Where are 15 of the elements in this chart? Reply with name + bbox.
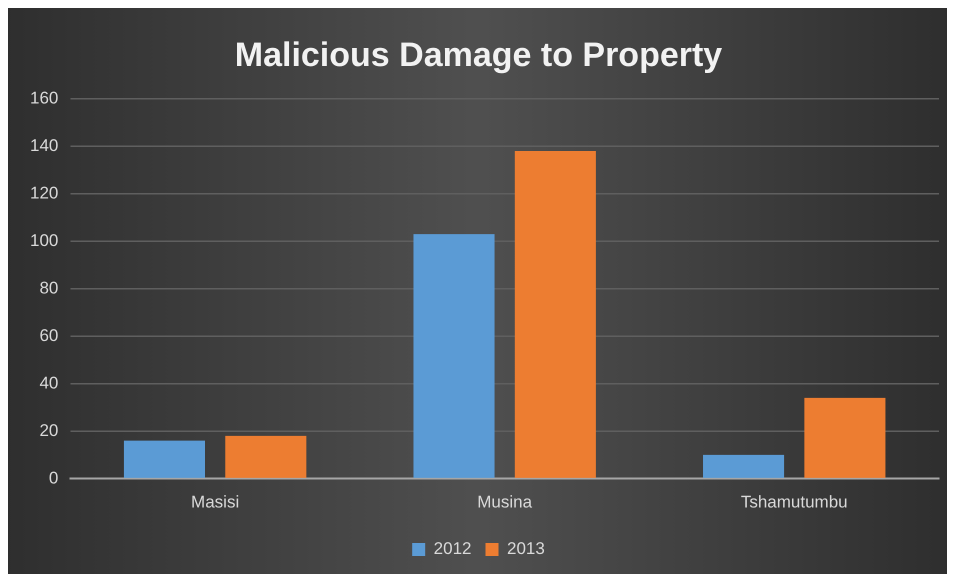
x-tick-label: Masisi <box>191 492 240 512</box>
y-tick-label: 20 <box>39 420 58 440</box>
legend-label: 2013 <box>507 539 545 558</box>
y-tick-label: 100 <box>30 230 58 250</box>
y-tick-label: 60 <box>39 326 58 345</box>
x-tick-label: Tshamutumbu <box>740 492 848 512</box>
y-tick-label: 120 <box>30 183 58 202</box>
legend-label: 2012 <box>434 539 472 558</box>
chart-title: Malicious Damage to Property <box>234 36 722 74</box>
y-tick-label: 0 <box>48 468 58 488</box>
x-tick-label: Musina <box>477 492 533 512</box>
y-tick-label: 140 <box>30 136 58 155</box>
y-tick-label: 160 <box>30 88 58 108</box>
y-tick-label: 80 <box>39 278 58 298</box>
y-tick-label: 40 <box>39 373 58 392</box>
